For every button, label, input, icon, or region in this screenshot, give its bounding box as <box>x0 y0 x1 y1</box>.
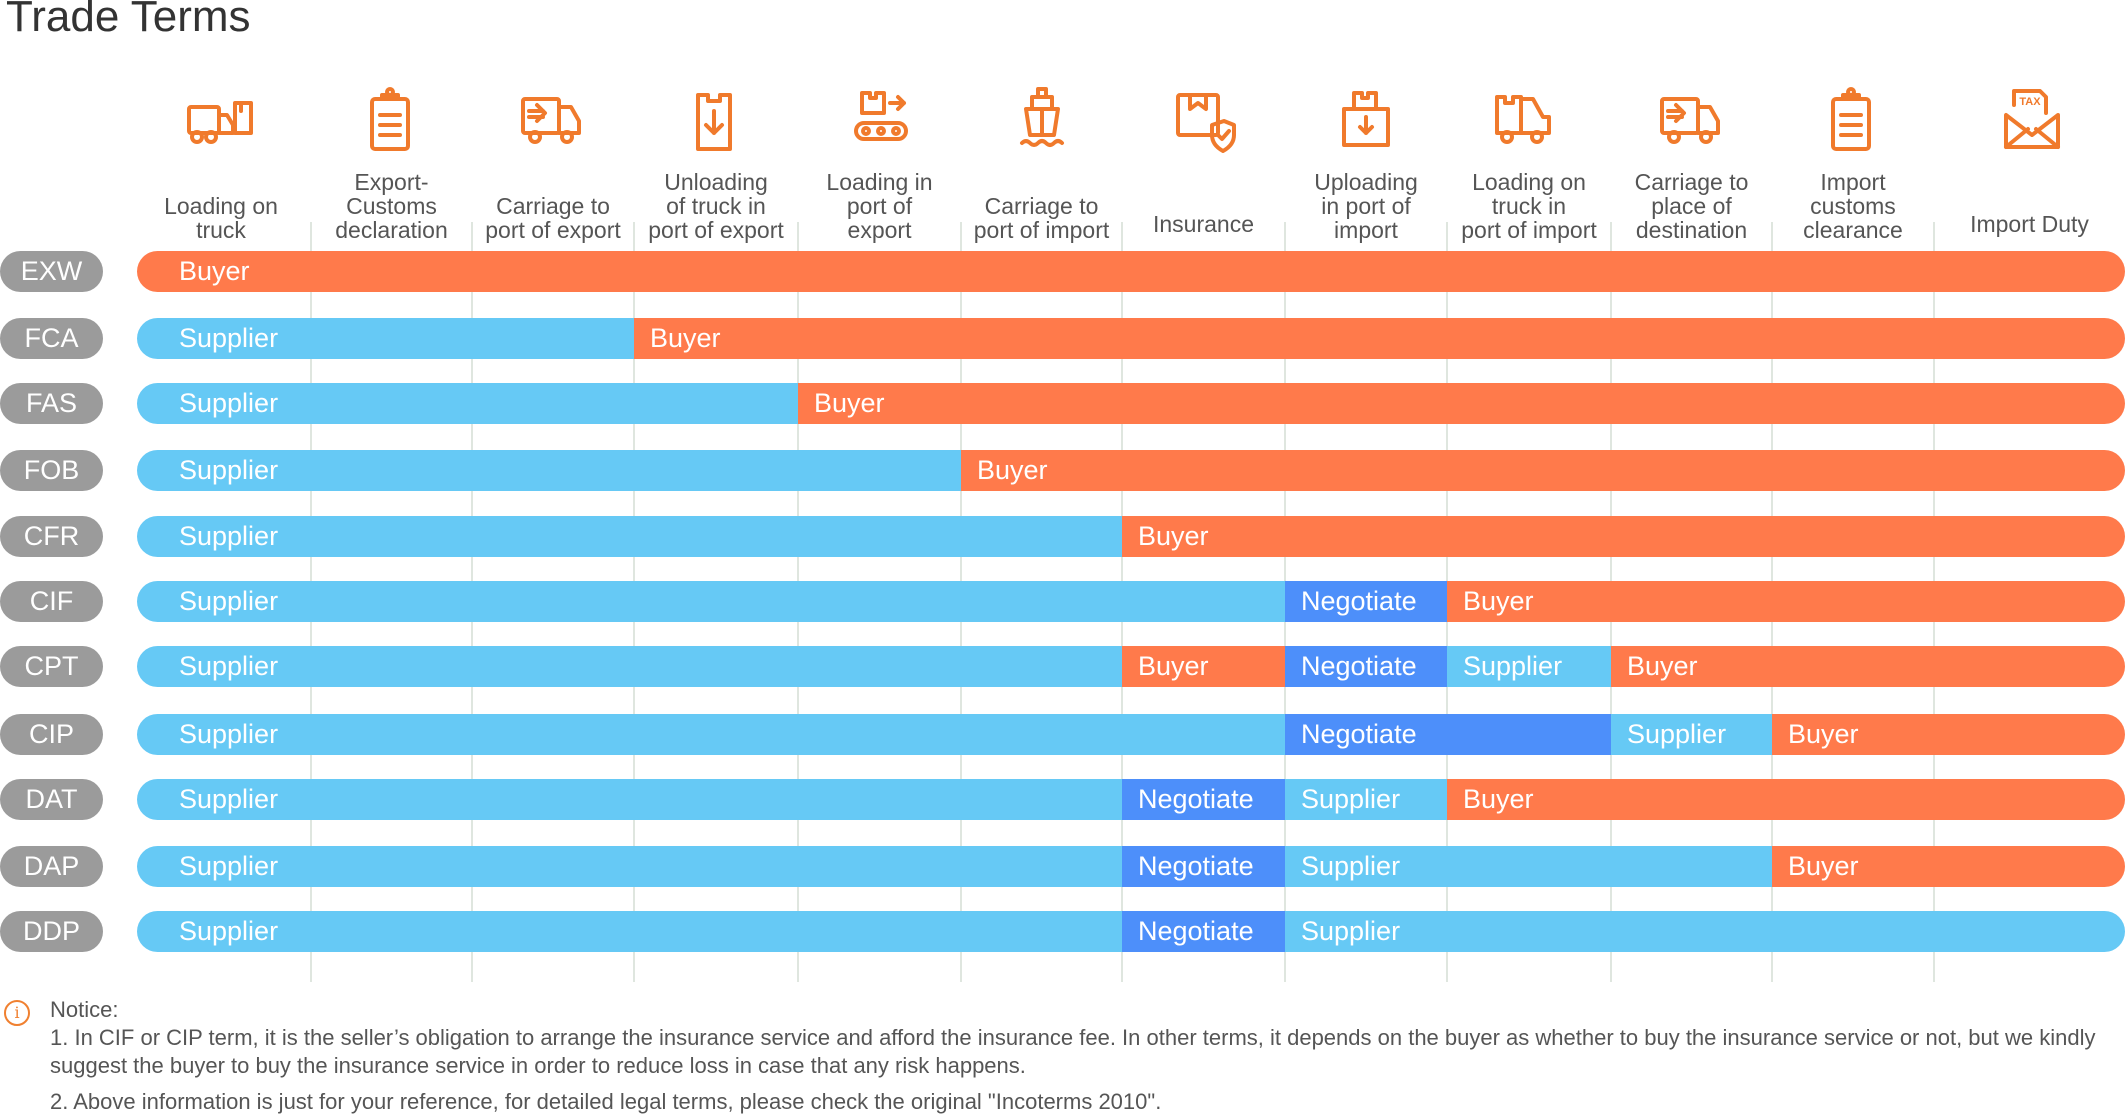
segment-supplier: Supplier <box>137 449 961 491</box>
segment-buyer: Buyer <box>798 382 2125 424</box>
delivery-truck-icon <box>473 85 633 155</box>
segment-negotiate: Negotiate <box>1285 713 1611 755</box>
term-code-badge: DAT <box>0 778 103 820</box>
column-label: Loading on truck <box>164 193 278 243</box>
box-download-icon <box>1286 85 1446 155</box>
segment-supplier: Supplier <box>137 910 1122 952</box>
column-header: Loading in port of export <box>800 85 960 242</box>
responsibility-bar: Supplier Buyer Negotiate Supplier Buyer <box>137 645 2125 687</box>
responsibility-bar: Supplier Buyer <box>137 382 2125 424</box>
column-label: Loading in port of export <box>826 169 933 243</box>
segment-negotiate: Negotiate <box>1285 580 1447 622</box>
truck-loading-icon <box>141 85 301 155</box>
segment-supplier: Supplier <box>1285 845 1772 887</box>
column-header: Carriage to port of import <box>962 85 1122 242</box>
segment-buyer: Buyer <box>961 449 2125 491</box>
segment-supplier: Supplier <box>137 778 1122 820</box>
conveyor-icon <box>800 85 960 155</box>
delivery-truck-icon <box>1612 85 1772 155</box>
segment-supplier: Supplier <box>137 845 1122 887</box>
tax-envelope-icon: TAX <box>1950 85 2110 155</box>
column-label: Unloading of truck in port of export <box>648 169 784 243</box>
segment-supplier: Supplier <box>1285 910 2125 952</box>
responsibility-bar: Supplier Buyer <box>137 317 2125 359</box>
term-code-badge: EXW <box>0 250 103 292</box>
responsibility-bar: Supplier Negotiate Supplier Buyer <box>137 778 2125 820</box>
segment-supplier: Supplier <box>1611 713 1772 755</box>
segment-buyer: Buyer <box>1447 580 2125 622</box>
column-header: Unloading of truck in port of export <box>636 85 796 242</box>
segment-negotiate: Negotiate <box>1122 845 1285 887</box>
clipboard-icon <box>312 85 472 155</box>
term-code-badge: DDP <box>0 910 103 952</box>
responsibility-bar: Supplier Negotiate Supplier <box>137 910 2125 952</box>
term-code-badge: CPT <box>0 645 103 687</box>
column-label: Loading on truck in port of import <box>1461 169 1597 243</box>
term-code-badge: FOB <box>0 449 103 491</box>
column-label: Uploading in port of import <box>1314 169 1418 243</box>
notice-item-2: 2. Above information is just for your re… <box>50 1089 1162 1114</box>
segment-buyer: Buyer <box>634 317 2125 359</box>
column-label: Carriage to port of export <box>485 193 621 243</box>
responsibility-bar: Supplier Buyer <box>137 449 2125 491</box>
info-icon: i <box>4 1000 30 1026</box>
column-label: Carriage to port of import <box>973 193 1110 243</box>
segment-supplier: Supplier <box>137 713 1285 755</box>
column-header: Carriage to place of destination <box>1612 85 1772 242</box>
column-label: Insurance <box>1152 211 1254 237</box>
column-header: Uploading in port of import <box>1286 85 1446 242</box>
segment-negotiate: Negotiate <box>1122 910 1285 952</box>
responsibility-bar: Supplier Negotiate Buyer <box>137 580 2125 622</box>
segment-supplier: Supplier <box>137 382 798 424</box>
term-code-badge: CFR <box>0 515 103 557</box>
segment-buyer: Buyer <box>1122 645 1285 687</box>
page-title: Trade Terms <box>6 0 251 41</box>
notice-heading: Notice: <box>50 997 119 1022</box>
column-label: Carriage to place of destination <box>1634 169 1749 243</box>
segment-supplier: Supplier <box>137 580 1285 622</box>
term-code-badge: FAS <box>0 382 103 424</box>
term-code-badge: FCA <box>0 317 103 359</box>
segment-supplier: Supplier <box>137 515 1122 557</box>
segment-buyer: Buyer <box>1122 515 2125 557</box>
box-shield-icon <box>1124 85 1284 155</box>
responsibility-bar: Supplier Negotiate Supplier Buyer <box>137 713 2125 755</box>
segment-buyer: Buyer <box>137 250 2125 292</box>
segment-negotiate: Negotiate <box>1285 645 1447 687</box>
responsibility-bar: Buyer <box>137 250 2125 292</box>
column-label: Import customs clearance <box>1803 169 1903 243</box>
segment-supplier: Supplier <box>1285 778 1447 820</box>
column-header: Export- Customs declaration <box>312 85 472 242</box>
segment-supplier: Supplier <box>137 645 1122 687</box>
column-header: Loading on truck <box>141 85 301 242</box>
column-header: TAX Import Duty <box>1950 85 2110 236</box>
segment-supplier: Supplier <box>1447 645 1611 687</box>
notice-item-1: 1. In CIF or CIP term, it is the seller’… <box>50 1025 2096 1078</box>
segment-buyer: Buyer <box>1447 778 2125 820</box>
term-code-badge: CIF <box>0 580 103 622</box>
term-code-badge: CIP <box>0 713 103 755</box>
segment-negotiate: Negotiate <box>1122 778 1285 820</box>
column-header: Carriage to port of export <box>473 85 633 242</box>
segment-buyer: Buyer <box>1772 845 2125 887</box>
segment-supplier: Supplier <box>137 317 634 359</box>
term-code-badge: DAP <box>0 845 103 887</box>
responsibility-bar: Supplier Negotiate Supplier Buyer <box>137 845 2125 887</box>
column-header: Insurance <box>1124 85 1284 236</box>
responsibility-bar: Supplier Buyer <box>137 515 2125 557</box>
clipboard-icon <box>1773 85 1933 155</box>
svg-text:TAX: TAX <box>2019 96 2041 108</box>
column-header: Loading on truck in port of import <box>1449 85 1609 242</box>
segment-buyer: Buyer <box>1611 645 2125 687</box>
column-label: Import Duty <box>1970 211 2089 237</box>
column-label: Export- Customs declaration <box>335 169 448 243</box>
segment-buyer: Buyer <box>1772 713 2125 755</box>
box-unload-icon <box>636 85 796 155</box>
column-header: Import customs clearance <box>1773 85 1933 242</box>
truck-box-icon <box>1449 85 1609 155</box>
ship-icon <box>962 85 1122 155</box>
